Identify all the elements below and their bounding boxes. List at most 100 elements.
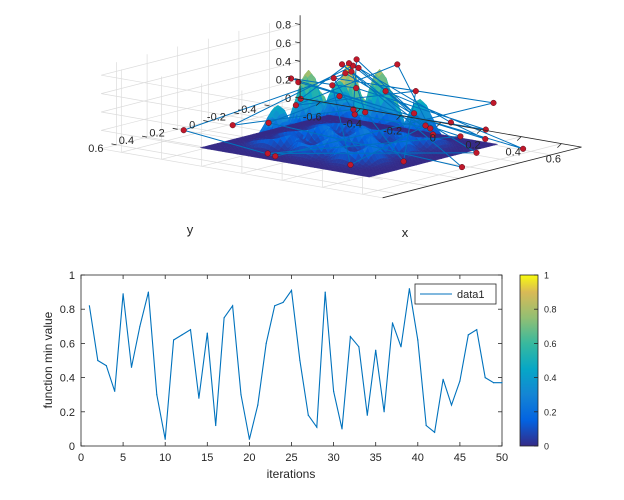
search-path-point xyxy=(412,88,419,95)
series-point xyxy=(434,431,436,433)
series-point xyxy=(324,291,326,293)
y-tick-label: 0.4 xyxy=(60,373,75,385)
x-tick-label: 40 xyxy=(412,452,424,464)
y-tick-label: 0.2 xyxy=(149,127,164,139)
y-tick-label: -0.4 xyxy=(238,104,257,116)
y-tick xyxy=(264,104,270,107)
colorbar-tick-label: 1 xyxy=(544,271,549,281)
series-point xyxy=(88,305,90,307)
series-point xyxy=(282,301,284,303)
series-point xyxy=(442,378,444,380)
x-tick-label: -0.2 xyxy=(383,126,402,138)
colorbar-gradient xyxy=(519,274,539,447)
series-point xyxy=(105,365,107,367)
series-point xyxy=(476,329,478,331)
search-path-point xyxy=(394,61,401,68)
series-point xyxy=(391,322,394,324)
y-tick-label: 0.8 xyxy=(60,304,75,316)
series-point xyxy=(248,438,250,440)
x-tick xyxy=(476,129,482,134)
series-point xyxy=(232,305,234,307)
x-tick-label: 25 xyxy=(285,452,297,464)
x-tick-label: -0.6 xyxy=(303,112,322,124)
x-tick-label: 15 xyxy=(201,452,213,464)
search-path-point xyxy=(353,56,360,63)
grid-left-z xyxy=(101,60,301,113)
ticks-2d: 0 5 10 15 20 25 30 35 40 45 50 0 0.2 0.4 0.6 0.8 1 xyxy=(60,270,508,464)
colorbar: 0 0.2 0.4 0.6 0.8 1 xyxy=(519,271,557,452)
x-axis-label: x xyxy=(402,225,409,240)
y-tick-label: 0.6 xyxy=(60,338,75,350)
series-points-data1 xyxy=(88,288,503,440)
y-tick-label: 0.2 xyxy=(60,407,75,419)
z-tick-label: 0 xyxy=(285,93,291,105)
y-tick-label: 0 xyxy=(189,120,195,132)
x-tick xyxy=(396,115,401,120)
colorbar-ticks: 0 0.2 0.4 0.6 0.8 1 xyxy=(534,271,557,452)
x-tick-label: 0.6 xyxy=(546,154,561,166)
series-point xyxy=(257,404,259,406)
grid-left-z xyxy=(101,97,301,150)
grid-floor-y xyxy=(116,144,398,195)
series-point xyxy=(467,334,469,336)
grid-left-z xyxy=(101,79,301,131)
z-tick xyxy=(295,96,301,99)
search-path-point xyxy=(400,158,407,165)
y-axis-line xyxy=(382,146,582,199)
series-point xyxy=(349,336,351,338)
grid-floor-x xyxy=(121,101,321,153)
surface-plot-3d: -0.6 -0.4 -0.2 0 0.2 0.4 0.6 -0.4 -0.2 0 0.2 0.4 0.6… xyxy=(88,15,582,240)
z-tick xyxy=(295,78,301,81)
x-tick-label: 10 xyxy=(159,452,171,464)
search-path-point xyxy=(272,153,279,160)
series-point xyxy=(400,346,402,348)
z-tick-label: 0.6 xyxy=(276,38,291,50)
series-point xyxy=(333,390,335,392)
y-tick-label: 0.6 xyxy=(88,143,103,155)
z-tick xyxy=(295,23,301,25)
x-tick-label: 35 xyxy=(370,452,382,464)
grid-left-z xyxy=(101,42,301,94)
x-axis-label-iterations: iterations xyxy=(267,467,316,481)
series-point xyxy=(198,397,200,399)
search-path-point xyxy=(490,99,497,106)
y-tick-label: 0.4 xyxy=(119,135,134,147)
z-tick-label: 0.8 xyxy=(276,20,291,32)
search-path-point xyxy=(330,75,337,82)
series-point xyxy=(299,359,301,362)
x-tick xyxy=(516,136,522,141)
series-point xyxy=(450,404,453,406)
search-path-point xyxy=(473,149,480,156)
legend-label-data1: data1 xyxy=(457,289,485,301)
series-point xyxy=(484,377,486,379)
x-tick xyxy=(356,108,361,113)
surface-patch xyxy=(491,143,498,146)
x-tick-label: 0 xyxy=(78,452,84,464)
legend-box xyxy=(414,283,497,305)
y-tick xyxy=(203,120,209,122)
search-path-point xyxy=(329,82,336,89)
y-tick-label: 0 xyxy=(69,441,75,453)
grid-back-z xyxy=(101,148,383,199)
series-point xyxy=(366,414,368,416)
grid-left-z xyxy=(101,24,301,76)
series-point xyxy=(173,339,175,341)
series-point xyxy=(493,382,495,384)
search-path-point xyxy=(345,60,353,67)
search-path-point xyxy=(457,133,464,140)
search-path-point xyxy=(355,64,362,71)
search-path-point xyxy=(422,122,429,129)
x-tick-label: 20 xyxy=(243,452,255,464)
y-axis-label: y xyxy=(187,222,194,237)
series-point xyxy=(181,334,183,336)
search-path-point xyxy=(427,125,434,132)
series-point xyxy=(358,346,360,348)
z-tick-label: 0.2 xyxy=(276,75,291,87)
series-point xyxy=(459,380,461,382)
search-path-point xyxy=(482,126,489,133)
y-axis-label-function-min: function min value xyxy=(41,311,55,408)
y-tick xyxy=(233,112,239,115)
search-path-point xyxy=(458,164,466,171)
series-point xyxy=(139,325,141,327)
search-path-point xyxy=(292,102,299,109)
